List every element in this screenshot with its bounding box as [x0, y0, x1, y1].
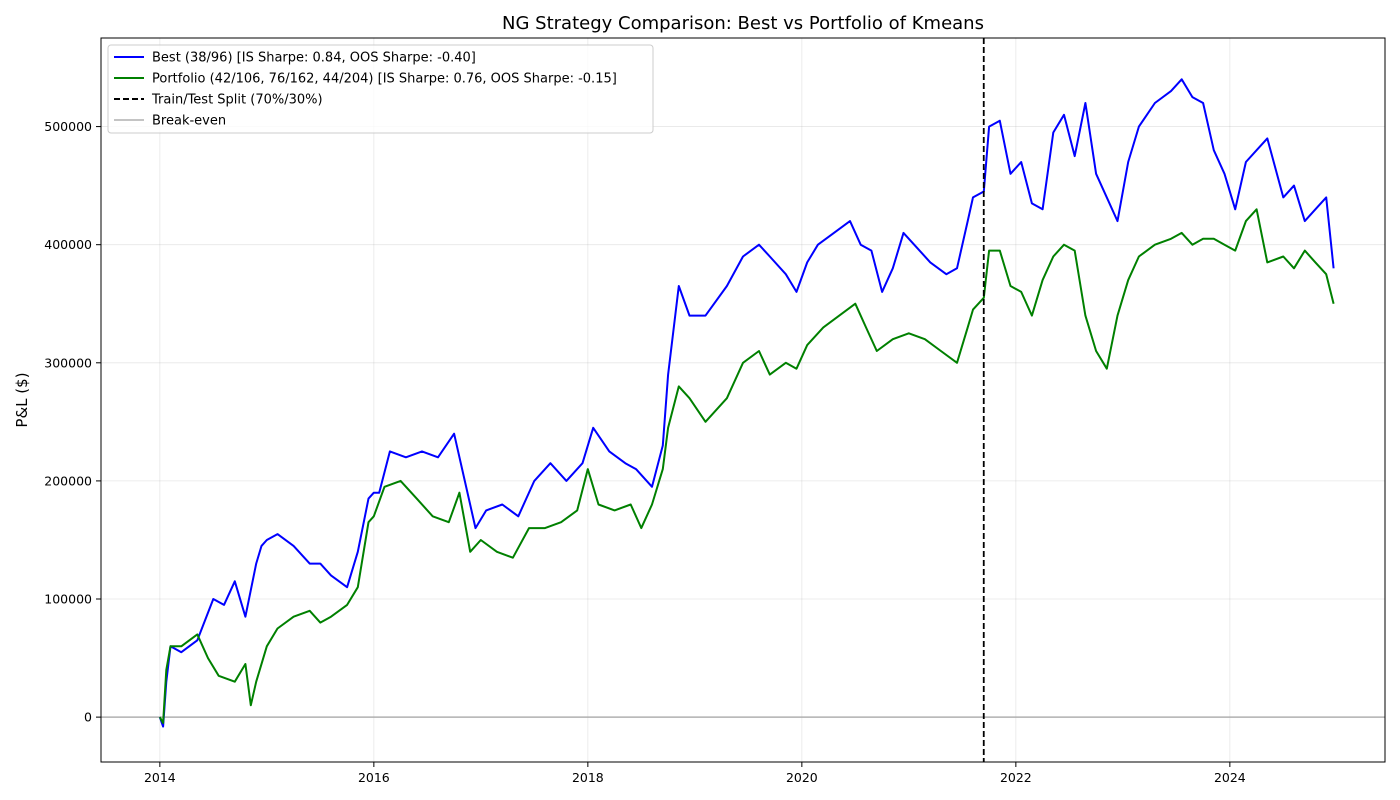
series-group — [158, 78, 1335, 728]
legend-box — [107, 44, 654, 134]
y-tick-label-5: 500000 — [44, 119, 92, 134]
y-tick-label-1: 100000 — [44, 592, 92, 607]
series-line-best — [158, 78, 1335, 728]
legend-label-break-even: Break-even — [152, 114, 226, 129]
legend-label-split: Train/Test Split (70%/30%) — [151, 93, 323, 108]
x-axis-ticks: 2014 2016 2018 2020 2022 2024 — [144, 762, 1246, 785]
y-axis-label: P&L ($) — [13, 372, 31, 427]
x-tick-label-5: 2024 — [1214, 770, 1246, 785]
series-line-portfolio — [158, 208, 1335, 724]
legend: Best (38/96) [IS Sharpe: 0.84, OOS Sharp… — [107, 44, 654, 134]
plot-area-frame — [100, 37, 1386, 763]
chart-title: NG Strategy Comparison: Best vs Portfoli… — [502, 13, 984, 34]
x-tick-label-1: 2016 — [358, 770, 390, 785]
x-tick-label-3: 2020 — [786, 770, 818, 785]
x-tick-label-4: 2022 — [1000, 770, 1032, 785]
y-tick-label-3: 300000 — [44, 355, 92, 370]
y-axis-ticks: 0 100000 200000 300000 400000 500000 — [44, 119, 101, 725]
y-tick-label-0: 0 — [84, 710, 92, 725]
y-tick-label-2: 200000 — [44, 473, 92, 488]
x-tick-label-2: 2018 — [572, 770, 604, 785]
legend-label-best: Best (38/96) [IS Sharpe: 0.84, OOS Sharp… — [152, 51, 476, 66]
legend-label-portfolio: Portfolio (42/106, 76/162, 44/204) [IS S… — [152, 72, 617, 87]
y-tick-label-4: 400000 — [44, 237, 92, 252]
x-tick-label-0: 2014 — [144, 770, 176, 785]
